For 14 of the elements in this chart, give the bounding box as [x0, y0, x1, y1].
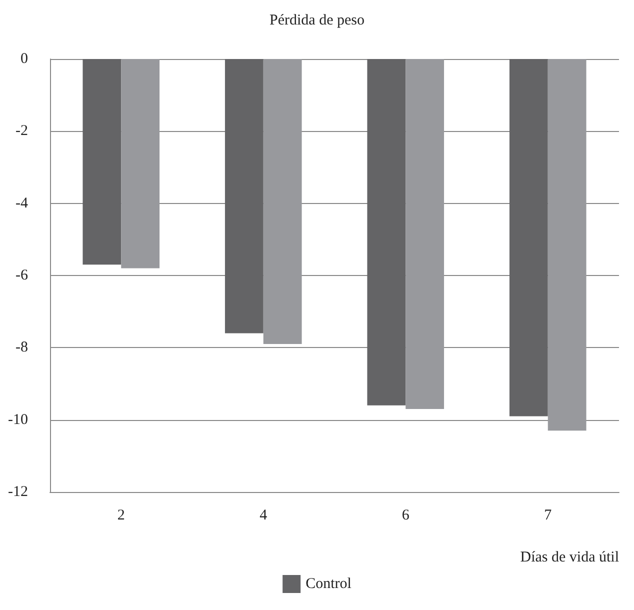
y-tick-label: -4	[16, 195, 28, 212]
x-tick-label: 4	[260, 508, 268, 524]
x-tick-label: 7	[544, 508, 552, 524]
chart-title: Pérdida de peso	[270, 12, 364, 28]
y-tick-label: -12	[8, 484, 28, 500]
y-tick-label: -2	[16, 123, 28, 140]
x-tick-label: 2	[117, 508, 125, 524]
legend-label: Control	[306, 576, 352, 592]
x-tick-label: 6	[402, 508, 410, 524]
y-tick-label: -10	[8, 412, 28, 428]
y-tick-label: -8	[16, 340, 28, 356]
y-tick-label: -6	[16, 268, 28, 284]
y-tick-label: 0	[20, 51, 28, 67]
x-axis-title: Días de vida útil	[520, 550, 619, 566]
